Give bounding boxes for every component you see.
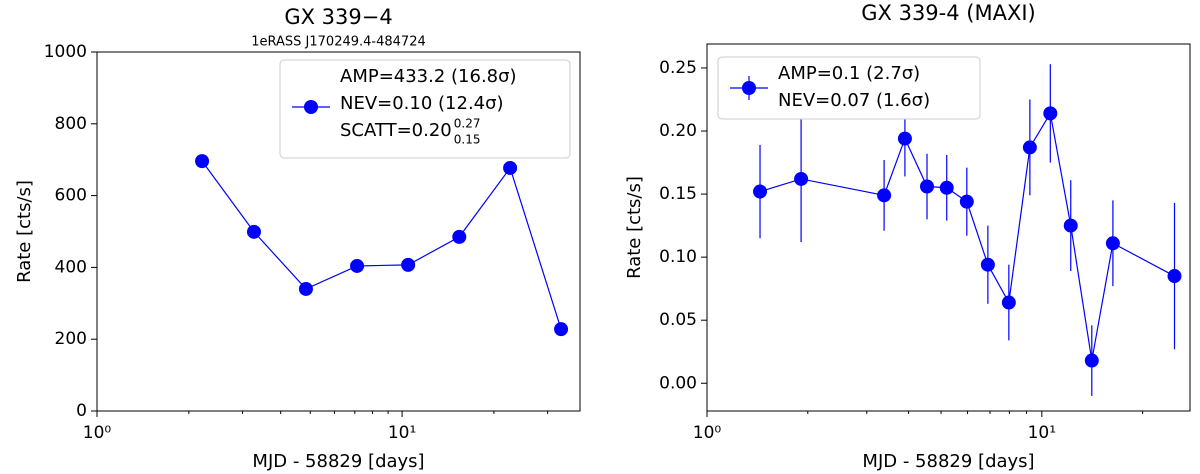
chart-title: GX 339−4 [284,5,392,29]
legend-label: AMP=0.1 (2.7σ) [778,63,920,84]
legend-label: NEV=0.07 (1.6σ) [778,90,930,111]
y-tick-label: 0.05 [659,310,697,330]
data-point [1043,106,1058,121]
plot-frame [706,43,1191,412]
x-tick-label: 10¹ [1028,423,1056,443]
x-tick-label: 10¹ [388,423,416,443]
y-tick-label: 600 [55,186,87,206]
data-point [920,179,935,194]
chart-title: GX 339-4 (MAXI) [861,1,1035,25]
legend-label: SCATT=0.20 [340,120,452,141]
legend-label: AMP=433.2 (16.8σ) [340,66,517,87]
y-tick-label: 0.15 [659,184,697,204]
legend-label: NEV=0.10 (12.4σ) [340,93,504,114]
legend-box [717,56,981,120]
y-axis-label: Rate [cts/s] [14,180,35,283]
data-point [980,257,995,272]
data-point [503,160,518,175]
plot-frame [96,51,581,412]
data-point [298,281,313,296]
y-tick-label: 0 [76,401,87,421]
x-tick-label: 10⁰ [693,423,722,443]
data-line [201,160,562,330]
y-tick-label: 0.00 [659,373,697,393]
data-point [794,171,809,186]
y-tick-label: 0.10 [659,247,697,267]
data-point [452,229,467,244]
y-tick-label: 400 [55,257,87,277]
data-point [195,154,210,169]
data-point [1001,295,1016,310]
data-point [246,224,261,239]
data-point [1105,236,1120,251]
data-point [350,258,365,273]
data-point [959,194,974,209]
data-point [1084,353,1099,368]
chart-subtitle: 1eRASS J170249.4-484724 [251,35,425,50]
data-point [1063,218,1078,233]
x-axis-label: MJD - 58829 [days] [252,451,424,472]
data-point [554,322,569,337]
y-tick-label: 0.25 [659,58,697,78]
y-tick-label: 1000 [44,42,87,62]
data-point [897,131,912,146]
x-axis-label: MJD - 58829 [days] [862,451,1034,472]
y-axis-label: Rate [cts/s] [624,176,645,279]
data-point [1022,140,1037,155]
data-point [877,188,892,203]
legend-sup: 0.27 [454,117,481,131]
y-tick-label: 0.20 [659,121,697,141]
y-tick-label: 800 [55,114,87,134]
legend-box [279,59,571,159]
data-point [401,257,416,272]
legend-marker [304,100,318,114]
data-point [1167,269,1182,284]
data-point [939,180,954,195]
data-point [753,184,768,199]
x-tick-label: 10⁰ [83,423,112,443]
y-tick-label: 200 [55,329,87,349]
legend-sub: 0.15 [454,133,481,147]
legend-marker [742,81,756,95]
